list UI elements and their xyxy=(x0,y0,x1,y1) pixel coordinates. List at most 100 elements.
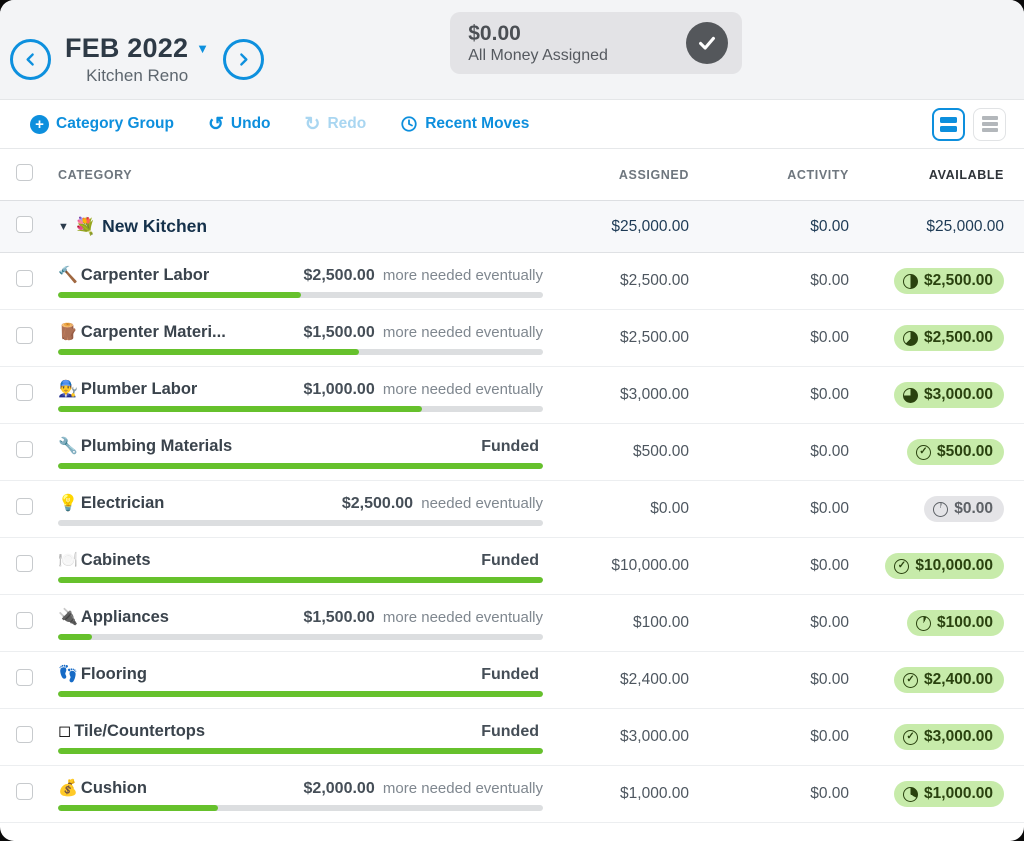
activity-value[interactable]: $0.00 xyxy=(810,557,849,574)
category-name[interactable]: Tile/Countertops xyxy=(74,721,206,740)
add-category-group-button[interactable]: + Category Group xyxy=(30,114,174,134)
available-amount: $3,000.00 xyxy=(924,386,993,403)
goal-status: $2,500.00 more needed eventually xyxy=(303,266,543,284)
expanded-view-icon xyxy=(940,116,957,123)
category-row[interactable]: 💰 Cushion $2,000.00 more needed eventual… xyxy=(0,766,1024,823)
available-pill[interactable]: ✓ $3,000.00 xyxy=(894,724,1004,750)
category-name[interactable]: Cabinets xyxy=(80,550,151,569)
row-checkbox[interactable] xyxy=(16,384,33,401)
redo-label: Redo xyxy=(327,115,367,132)
category-name[interactable]: Cushion xyxy=(80,778,147,797)
assigned-value[interactable]: $100.00 xyxy=(632,614,689,631)
category-emoji-icon: 🍽️ xyxy=(58,551,78,569)
goal-pie-icon xyxy=(903,273,919,289)
activity-value[interactable]: $0.00 xyxy=(810,728,849,745)
assigned-check-icon xyxy=(686,22,729,64)
category-row[interactable]: ◻ Tile/Countertops Funded $3,000.00 $0.0… xyxy=(0,709,1024,766)
column-header-available[interactable]: AVAILABLE xyxy=(928,167,1004,182)
activity-value[interactable]: $0.00 xyxy=(810,443,849,460)
assigned-value[interactable]: $10,000.00 xyxy=(611,557,689,574)
goal-status: Funded xyxy=(481,665,539,683)
assigned-value[interactable]: $2,500.00 xyxy=(620,329,689,346)
activity-value[interactable]: $0.00 xyxy=(810,671,849,688)
group-available-value: $25,000.00 xyxy=(926,217,1004,235)
available-amount: $10,000.00 xyxy=(915,557,993,574)
category-row[interactable]: 💡 Electrician $2,500.00 needed eventuall… xyxy=(0,481,1024,538)
row-checkbox[interactable] xyxy=(16,270,33,287)
category-row[interactable]: 🍽️ Cabinets Funded $10,000.00 $0.00 ✓ $1… xyxy=(0,538,1024,595)
activity-value[interactable]: $0.00 xyxy=(810,386,849,403)
category-name[interactable]: Plumber Labor xyxy=(80,379,198,398)
group-name[interactable]: New Kitchen xyxy=(102,216,208,236)
available-pill[interactable]: ✓ $500.00 xyxy=(906,439,1004,465)
activity-value[interactable]: $0.00 xyxy=(810,614,849,631)
row-checkbox[interactable] xyxy=(16,498,33,515)
category-row[interactable]: 🔨 Carpenter Labor $2,500.00 more needed … xyxy=(0,253,1024,310)
activity-value[interactable]: $0.00 xyxy=(810,329,849,346)
assigned-value[interactable]: $2,400.00 xyxy=(620,671,689,688)
category-row[interactable]: 👣 Flooring Funded $2,400.00 $0.00 ✓ $2,4… xyxy=(0,652,1024,709)
activity-value[interactable]: $0.00 xyxy=(810,500,849,517)
collapse-triangle-icon[interactable]: ▼ xyxy=(58,220,69,233)
row-checkbox[interactable] xyxy=(16,612,33,629)
available-pill[interactable]: $100.00 xyxy=(906,610,1004,636)
assigned-value[interactable]: $3,000.00 xyxy=(620,728,689,745)
assigned-value[interactable]: $3,000.00 xyxy=(620,386,689,403)
available-pill[interactable]: $2,500.00 xyxy=(894,268,1004,294)
redo-button[interactable]: ↻ Redo xyxy=(305,115,367,134)
category-name[interactable]: Flooring xyxy=(80,664,147,683)
row-checkbox[interactable] xyxy=(16,441,33,458)
available-pill[interactable]: $1,000.00 xyxy=(894,781,1004,807)
category-emoji-icon: 🔧 xyxy=(58,437,78,455)
assigned-value[interactable]: $2,500.00 xyxy=(620,272,689,289)
category-row[interactable]: 🔌 Appliances $1,500.00 more needed event… xyxy=(0,595,1024,652)
to-be-assigned-label: All Money Assigned xyxy=(468,46,608,64)
history-clock-icon xyxy=(401,116,417,132)
category-row[interactable]: 🪵 Carpenter Materi... $1,500.00 more nee… xyxy=(0,310,1024,367)
month-selector[interactable]: FEB 2022 ▼ Kitchen Reno xyxy=(65,33,209,86)
column-header-assigned[interactable]: ASSIGNED xyxy=(618,167,689,182)
available-amount: $3,000.00 xyxy=(924,728,993,745)
chevron-down-icon: ▼ xyxy=(196,41,210,56)
goal-status: $1,500.00 more needed eventually xyxy=(303,608,543,626)
activity-value[interactable]: $0.00 xyxy=(810,272,849,289)
next-month-button[interactable] xyxy=(223,39,265,80)
assigned-value[interactable]: $500.00 xyxy=(632,443,689,460)
available-pill[interactable]: $3,000.00 xyxy=(894,382,1004,408)
column-header-activity[interactable]: ACTIVITY xyxy=(787,167,849,182)
available-pill[interactable]: ✓ $10,000.00 xyxy=(885,553,1004,579)
row-checkbox[interactable] xyxy=(16,726,33,743)
undo-button[interactable]: ↺ Undo xyxy=(208,115,271,134)
column-header-category[interactable]: CATEGORY xyxy=(58,167,133,182)
select-all-checkbox[interactable] xyxy=(16,163,33,181)
row-checkbox[interactable] xyxy=(16,555,33,572)
category-name[interactable]: Carpenter Labor xyxy=(80,265,210,284)
previous-month-button[interactable] xyxy=(10,39,51,80)
assigned-value[interactable]: $1,000.00 xyxy=(620,785,689,802)
category-row[interactable]: 👨‍🔧 Plumber Labor $1,000.00 more needed … xyxy=(0,367,1024,424)
category-row[interactable]: 🔧 Plumbing Materials Funded $500.00 $0.0… xyxy=(0,424,1024,481)
available-pill[interactable]: $0.00 xyxy=(924,496,1004,522)
available-pill[interactable]: $2,500.00 xyxy=(894,325,1004,351)
compact-view-toggle-button[interactable] xyxy=(973,107,1006,141)
plus-circle-icon: + xyxy=(30,114,49,134)
group-checkbox[interactable] xyxy=(16,215,33,233)
category-name[interactable]: Carpenter Materi... xyxy=(80,322,226,341)
row-checkbox[interactable] xyxy=(16,783,33,800)
category-emoji-icon: 🔌 xyxy=(58,608,78,626)
category-name[interactable]: Electrician xyxy=(80,493,165,512)
available-pill[interactable]: ✓ $2,400.00 xyxy=(894,667,1004,693)
row-checkbox[interactable] xyxy=(16,669,33,686)
category-group-row[interactable]: ▼ 💐 New Kitchen $25,000.00 $0.00 $25,000… xyxy=(0,201,1024,253)
activity-value[interactable]: $0.00 xyxy=(810,785,849,802)
goal-status: $2,000.00 more needed eventually xyxy=(303,779,543,797)
assigned-value[interactable]: $0.00 xyxy=(650,500,689,517)
compact-view-icon xyxy=(981,116,998,120)
goal-progress-track xyxy=(58,690,543,697)
expanded-view-toggle-button[interactable] xyxy=(932,107,965,141)
group-assigned-value: $25,000.00 xyxy=(611,217,689,235)
recent-moves-button[interactable]: Recent Moves xyxy=(400,115,529,133)
row-checkbox[interactable] xyxy=(16,327,33,344)
category-name[interactable]: Appliances xyxy=(80,607,169,626)
category-name[interactable]: Plumbing Materials xyxy=(80,436,233,455)
